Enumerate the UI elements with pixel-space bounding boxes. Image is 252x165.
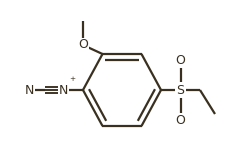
Text: O: O	[175, 114, 185, 127]
Text: N: N	[24, 83, 34, 97]
Text: $^+$: $^+$	[68, 76, 77, 86]
Text: N: N	[58, 83, 68, 97]
Text: O: O	[78, 38, 88, 51]
Text: O: O	[175, 53, 185, 66]
Text: S: S	[176, 83, 184, 97]
